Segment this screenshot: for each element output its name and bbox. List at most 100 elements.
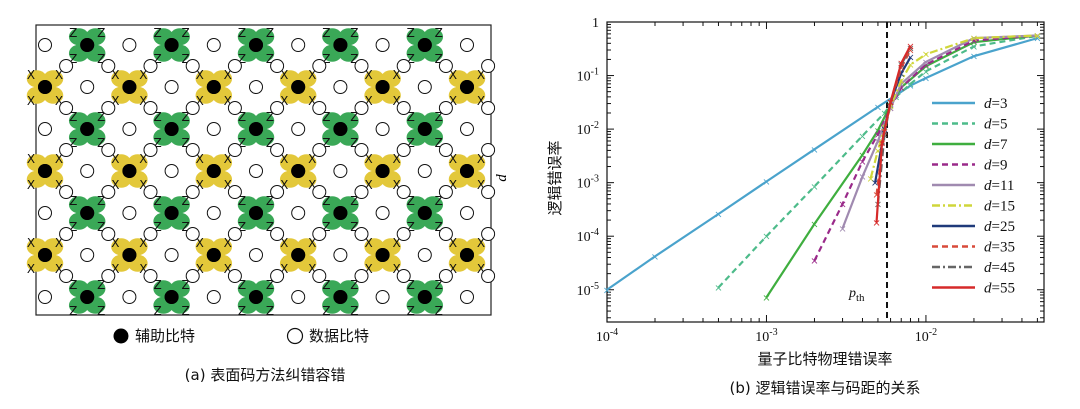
z-stabilizer-14: Z ZZ Z [406, 194, 444, 234]
series-point-d=55: × [872, 218, 880, 229]
svg-text:Z: Z [153, 110, 161, 124]
svg-text:Z: Z [435, 110, 443, 124]
data-qubit [101, 185, 116, 199]
data-qubit [396, 59, 411, 73]
data-qubit [396, 227, 411, 241]
svg-text:Z: Z [350, 110, 358, 124]
svg-text:X: X [196, 68, 204, 82]
data-qubit [438, 227, 453, 241]
svg-text:Z: Z [69, 26, 77, 40]
svg-text:X: X [111, 94, 119, 108]
data-qubit [249, 80, 263, 94]
data-qubit [38, 38, 52, 52]
svg-text:Z: Z [181, 304, 189, 318]
svg-text:Z: Z [153, 52, 161, 66]
data-qubit [460, 38, 474, 52]
svg-text:X: X [55, 152, 63, 166]
data-qubit [206, 38, 221, 52]
svg-text:X: X [196, 152, 204, 166]
svg-text:X: X [280, 68, 288, 82]
series-line-d=55 [875, 45, 912, 223]
series-point-d=3: × [874, 102, 882, 113]
data-qubit [460, 122, 474, 136]
series-point-d=9: × [970, 36, 978, 47]
data-qubit [270, 185, 285, 199]
data-qubit [270, 227, 285, 241]
data-qubit [59, 185, 74, 199]
ancilla-qubit [417, 38, 432, 52]
y-tick-label: 10-1 [577, 67, 599, 85]
svg-text:X: X [111, 262, 119, 276]
svg-text:Z: Z [350, 220, 358, 234]
svg-text:X: X [308, 178, 316, 192]
data-qubit [438, 101, 453, 115]
svg-text:Z: Z [407, 278, 415, 292]
svg-text:X: X [55, 94, 63, 108]
data-qubit [80, 164, 95, 178]
svg-text:Z: Z [69, 220, 77, 234]
data-qubit [227, 143, 242, 157]
ancilla-qubit [291, 80, 306, 94]
data-qubit [438, 143, 453, 157]
ancilla-qubit [206, 248, 221, 262]
svg-text:X: X [27, 236, 35, 250]
series-point-d=3: × [1033, 34, 1041, 45]
svg-text:X: X [392, 178, 400, 192]
data-qubit [270, 143, 285, 157]
svg-text:X: X [308, 68, 316, 82]
series-point-d=5: × [762, 232, 770, 243]
ancilla-qubit [460, 164, 474, 178]
series-point-d=3: × [810, 145, 818, 156]
data-qubit [333, 248, 348, 262]
ancilla-qubit [291, 164, 306, 178]
data-qubit [312, 227, 327, 241]
ancilla-qubit [38, 164, 52, 178]
x-tick-label: 10-4 [596, 327, 618, 345]
data-legend-dot [286, 327, 304, 345]
x-axis-label: 量子比特物理错误率 [757, 350, 892, 368]
ancilla-qubit [249, 206, 263, 220]
code-distance-label: d [494, 174, 510, 182]
svg-text:Z: Z [435, 26, 443, 40]
data-qubit [143, 143, 158, 157]
svg-text:Z: Z [322, 220, 330, 234]
data-qubit [312, 59, 327, 73]
data-qubit [185, 185, 200, 199]
data-qubit [227, 227, 242, 241]
svg-text:Z: Z [181, 278, 189, 292]
ancilla-qubit [122, 248, 137, 262]
svg-text:X: X [55, 236, 63, 250]
svg-text:Z: Z [407, 136, 415, 150]
x-stabilizer-4: X XX X [364, 68, 401, 108]
svg-text:Z: Z [266, 110, 274, 124]
data-qubit [417, 248, 432, 262]
data-qubit [270, 269, 285, 283]
legend-label-d=5: d=5 [984, 117, 1007, 133]
series-point-d=9: × [810, 256, 818, 267]
data-qubit [227, 101, 242, 115]
svg-text:Z: Z [69, 52, 77, 66]
svg-text:Z: Z [69, 194, 77, 208]
svg-text:Z: Z [97, 110, 105, 124]
svg-text:X: X [449, 68, 457, 82]
svg-text:Z: Z [350, 304, 358, 318]
data-qubit [333, 80, 348, 94]
ancilla-qubit [460, 80, 474, 94]
data-qubit [375, 290, 390, 304]
series-point-d=3: × [922, 74, 930, 85]
y-tick-label: 10-3 [577, 174, 599, 192]
svg-text:Z: Z [238, 220, 246, 234]
series-point-d=5: × [922, 67, 930, 78]
data-qubit [312, 101, 327, 115]
series-point-d=5: × [858, 131, 866, 142]
series-point-d=5: × [906, 79, 914, 90]
data-qubit [122, 206, 137, 220]
data-qubit [164, 164, 179, 178]
svg-text:X: X [280, 178, 288, 192]
threshold-label: pth [848, 286, 865, 304]
ancilla-qubit [164, 290, 179, 304]
svg-text:X: X [364, 94, 372, 108]
ancilla-qubit [80, 206, 95, 220]
ancilla-qubit [80, 122, 95, 136]
series-point-d=35: × [872, 190, 880, 201]
